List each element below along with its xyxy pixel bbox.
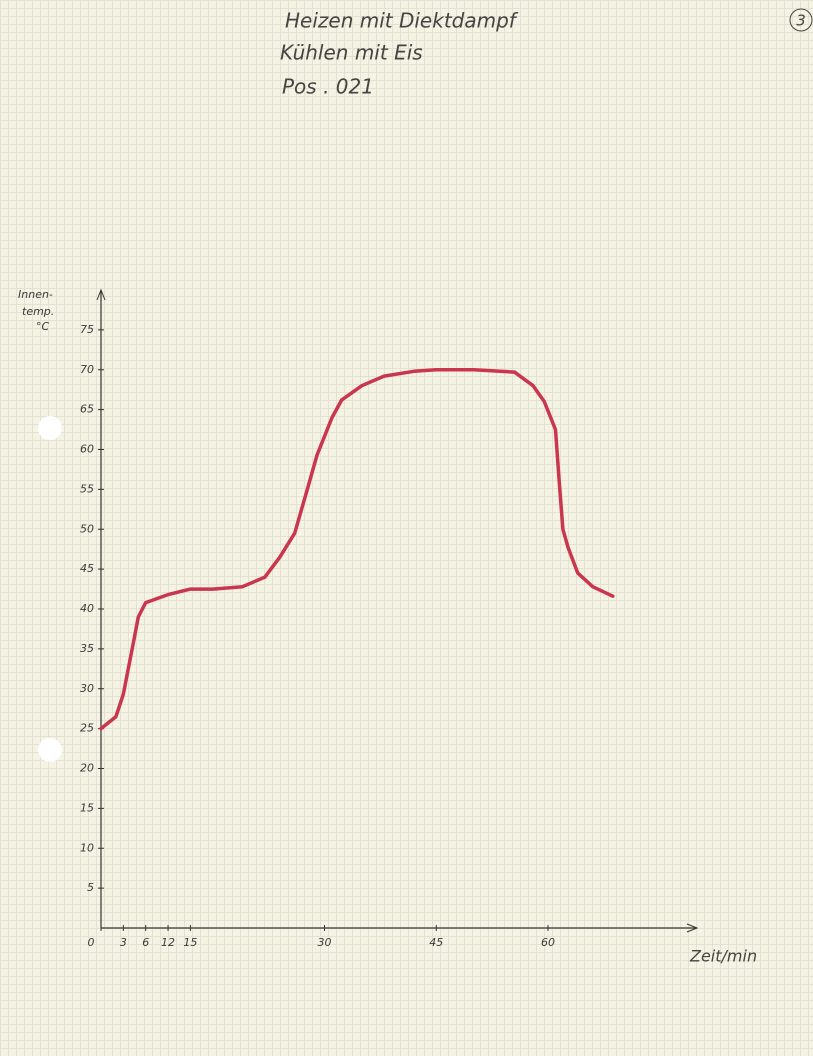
y-axis-label: °C: [36, 320, 50, 333]
y-tick-label: 65: [80, 403, 94, 416]
y-tick-label: 60: [80, 443, 94, 456]
y-tick-label: 15: [80, 801, 94, 814]
note-line: Pos . 021: [282, 75, 374, 99]
x-tick-label: 45: [429, 936, 443, 949]
y-tick-label: 20: [80, 762, 94, 775]
note-line: Kühlen mit Eis: [280, 41, 423, 65]
y-tick-label: 45: [80, 562, 94, 575]
punch-hole: [38, 416, 62, 440]
page-number: 3: [796, 12, 806, 30]
y-tick-label: 50: [80, 522, 94, 535]
y-tick-label: 30: [80, 682, 94, 695]
y-tick-label: 10: [80, 841, 94, 854]
x-tick-label: 60: [541, 936, 555, 949]
y-tick-label: 25: [80, 722, 94, 735]
y-tick-label: 35: [80, 642, 94, 655]
y-axis-label: Innen-: [18, 288, 53, 301]
x-tick-label: 12: [161, 936, 175, 949]
note-line: Heizen mit Diektdampf: [285, 9, 519, 33]
y-tick-label: 5: [87, 881, 94, 894]
y-tick-label: 70: [80, 363, 94, 376]
x-tick-label: 3: [120, 936, 127, 949]
y-arrow: [96, 288, 106, 301]
punch-hole: [38, 738, 62, 762]
x-tick-label: 0: [88, 936, 95, 949]
x-arrow: [686, 923, 699, 933]
data-line: [99, 368, 615, 731]
x-axis-label: Zeit/min: [689, 947, 757, 966]
y-tick-label: 40: [80, 602, 94, 615]
y-axis-label: temp.: [22, 305, 54, 318]
x-tick-label: 15: [183, 936, 197, 949]
page-number-circle: [789, 8, 813, 32]
y-tick-label: 55: [80, 482, 94, 495]
x-tick-label: 6: [142, 936, 149, 949]
y-tick-label: 75: [80, 323, 94, 336]
x-tick-label: 30: [318, 936, 332, 949]
